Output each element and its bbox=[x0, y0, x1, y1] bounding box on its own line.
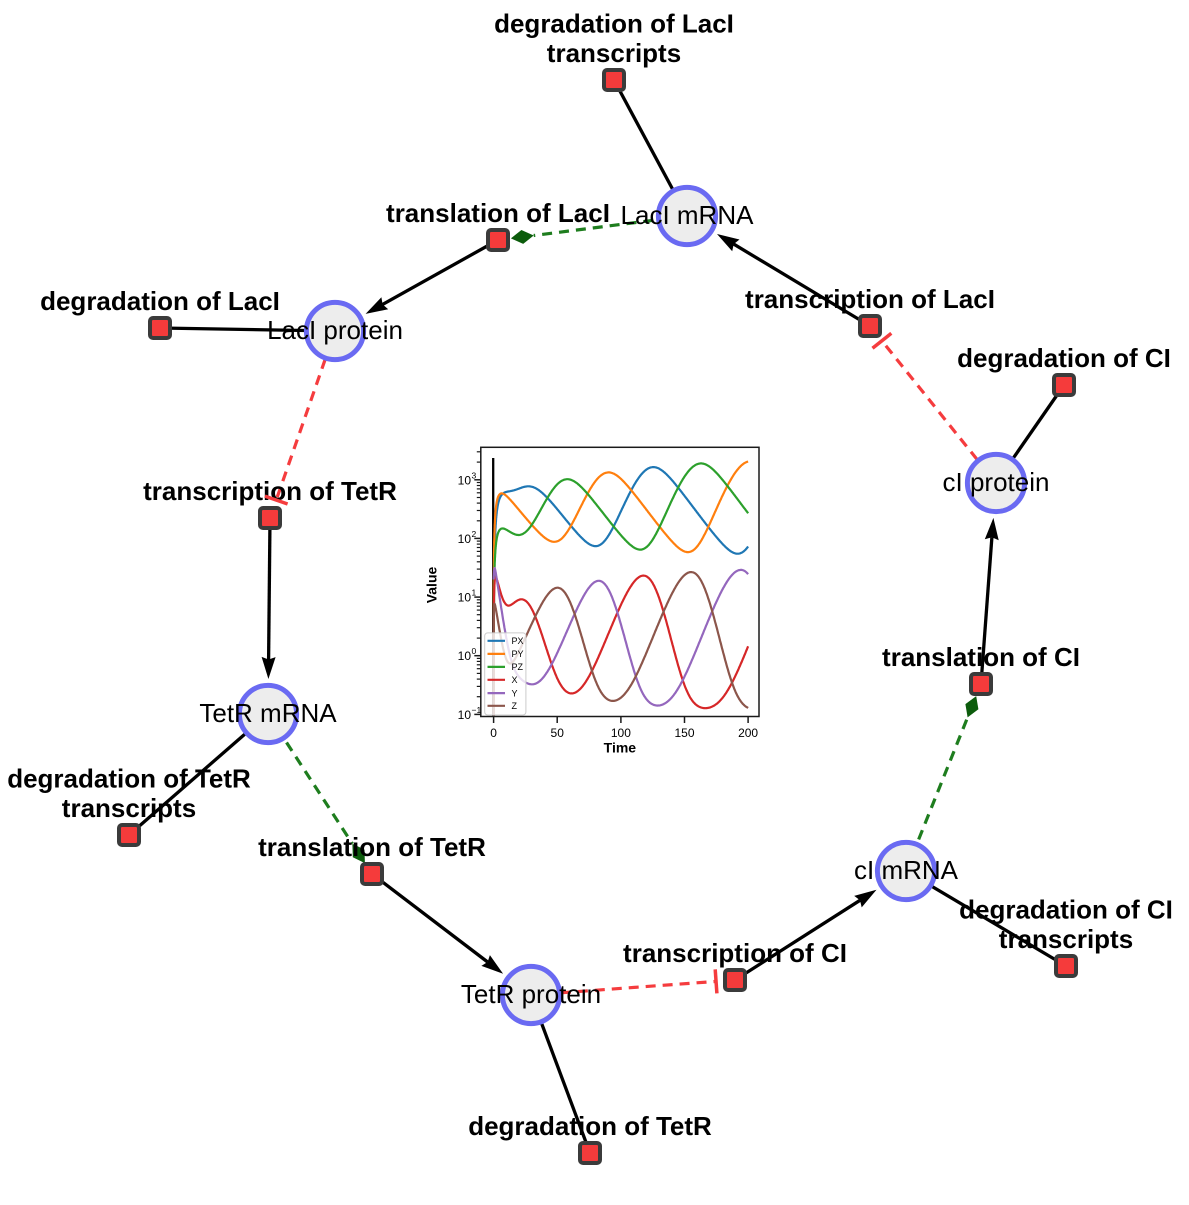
svg-text:PX: PX bbox=[512, 636, 524, 646]
svg-text:transcripts: transcripts bbox=[62, 793, 196, 823]
svg-text:3: 3 bbox=[472, 470, 477, 480]
svg-text:degradation of CI: degradation of CI bbox=[959, 895, 1173, 925]
svg-text:transcripts: transcripts bbox=[999, 924, 1133, 954]
svg-text:10: 10 bbox=[458, 649, 472, 663]
svg-text:Z: Z bbox=[512, 701, 518, 711]
svg-text:10: 10 bbox=[458, 473, 472, 487]
svg-text:X: X bbox=[512, 675, 518, 685]
svg-text:degradation of CI: degradation of CI bbox=[957, 343, 1171, 373]
svg-text:degradation of LacI: degradation of LacI bbox=[494, 9, 734, 39]
svg-text:TetR protein: TetR protein bbox=[461, 979, 601, 1009]
svg-text:translation of TetR: translation of TetR bbox=[258, 832, 486, 862]
svg-text:100: 100 bbox=[611, 726, 631, 740]
svg-text:transcription of LacI: transcription of LacI bbox=[745, 284, 995, 314]
svg-text:LacI protein: LacI protein bbox=[267, 315, 403, 345]
svg-text:2: 2 bbox=[472, 529, 477, 539]
svg-text:transcription of CI: transcription of CI bbox=[623, 938, 847, 968]
svg-text:translation of CI: translation of CI bbox=[882, 642, 1080, 672]
svg-text:200: 200 bbox=[738, 726, 758, 740]
svg-text:10: 10 bbox=[458, 708, 472, 722]
svg-text:150: 150 bbox=[674, 726, 694, 740]
svg-text:cI mRNA: cI mRNA bbox=[854, 855, 959, 885]
svg-text:PY: PY bbox=[512, 649, 524, 659]
svg-text:cI protein: cI protein bbox=[943, 467, 1050, 497]
svg-text:TetR mRNA: TetR mRNA bbox=[199, 698, 337, 728]
svg-text:LacI mRNA: LacI mRNA bbox=[621, 200, 755, 230]
svg-text:transcription of TetR: transcription of TetR bbox=[143, 476, 397, 506]
svg-text:Y: Y bbox=[512, 688, 518, 698]
svg-text:degradation of TetR: degradation of TetR bbox=[468, 1111, 712, 1141]
svg-text:50: 50 bbox=[551, 726, 565, 740]
svg-text:1: 1 bbox=[472, 588, 477, 598]
svg-text:10: 10 bbox=[458, 591, 472, 605]
svg-text:degradation of LacI: degradation of LacI bbox=[40, 286, 280, 316]
svg-text:degradation of TetR: degradation of TetR bbox=[7, 764, 251, 794]
svg-text:transcripts: transcripts bbox=[547, 38, 681, 68]
svg-text:translation of LacI: translation of LacI bbox=[386, 198, 610, 228]
svg-text:Value: Value bbox=[424, 567, 440, 604]
svg-text:−1: −1 bbox=[472, 705, 482, 715]
svg-text:Time: Time bbox=[604, 740, 637, 756]
svg-text:10: 10 bbox=[458, 532, 472, 546]
svg-text:0: 0 bbox=[490, 726, 497, 740]
svg-text:PZ: PZ bbox=[512, 662, 524, 672]
svg-text:0: 0 bbox=[472, 646, 477, 656]
